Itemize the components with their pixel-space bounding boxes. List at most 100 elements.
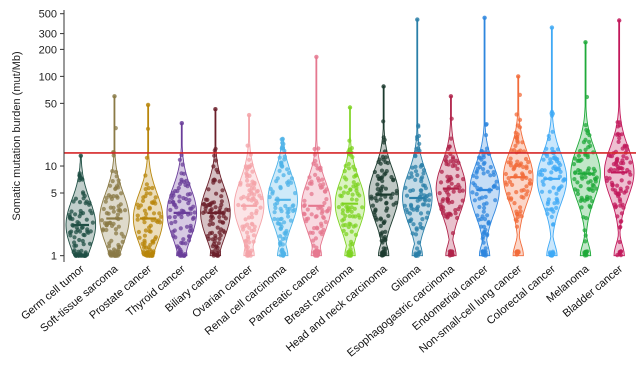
point-12-57 bbox=[486, 220, 491, 226]
point-9-83 bbox=[376, 176, 381, 182]
point-13-13 bbox=[519, 194, 524, 199]
point-13-78 bbox=[515, 159, 520, 164]
point-1-17 bbox=[113, 126, 118, 131]
point-14-64 bbox=[554, 205, 559, 210]
point-2-24 bbox=[142, 220, 147, 225]
point-10-27 bbox=[420, 226, 425, 231]
point-7-25 bbox=[320, 177, 325, 182]
point-16-50 bbox=[618, 253, 624, 258]
point-7-14 bbox=[313, 214, 318, 219]
point-4-66 bbox=[220, 188, 225, 193]
point-15-12 bbox=[571, 162, 577, 167]
point-10-82 bbox=[413, 232, 419, 237]
point-15-10 bbox=[578, 148, 583, 154]
point-13-9 bbox=[514, 190, 519, 195]
point-13-19 bbox=[527, 169, 533, 175]
point-13-51 bbox=[511, 167, 516, 172]
point-11-61 bbox=[446, 192, 451, 197]
point-13-62 bbox=[524, 192, 529, 197]
point-2-51 bbox=[137, 235, 142, 240]
point-14-67 bbox=[556, 187, 561, 192]
point-15-25 bbox=[583, 175, 588, 180]
point-0-57 bbox=[77, 229, 83, 234]
point-0-84 bbox=[67, 214, 72, 219]
point-5-71 bbox=[250, 169, 255, 174]
point-10-40 bbox=[406, 175, 411, 180]
point-8-41 bbox=[353, 173, 358, 178]
point-13-36 bbox=[517, 92, 523, 97]
point-6-40 bbox=[275, 176, 280, 181]
point-11-80 bbox=[445, 174, 450, 179]
point-0-88 bbox=[88, 208, 93, 213]
point-13-68 bbox=[521, 187, 526, 193]
point-9-39 bbox=[389, 175, 394, 180]
point-2-66 bbox=[141, 195, 146, 200]
point-12-44 bbox=[474, 175, 479, 180]
point-8-68 bbox=[354, 197, 359, 202]
point-3-25 bbox=[168, 207, 173, 213]
point-5-81 bbox=[246, 253, 251, 258]
point-8-34 bbox=[349, 229, 354, 234]
point-5-28 bbox=[245, 183, 250, 188]
max-point-4 bbox=[213, 107, 218, 112]
y-tick-label-0: 1 bbox=[51, 251, 57, 263]
point-7-33 bbox=[309, 191, 314, 197]
point-12-56 bbox=[484, 122, 489, 127]
point-13-70 bbox=[512, 148, 517, 153]
point-5-37 bbox=[238, 180, 243, 185]
point-4-75 bbox=[203, 206, 208, 211]
point-1-89 bbox=[107, 251, 112, 256]
point-14-42 bbox=[544, 207, 550, 212]
point-11-89 bbox=[456, 207, 461, 212]
point-0-81 bbox=[74, 225, 79, 230]
point-7-27 bbox=[310, 230, 315, 235]
point-8-45 bbox=[349, 197, 355, 202]
point-1-83 bbox=[111, 153, 116, 158]
point-16-35 bbox=[627, 180, 632, 185]
point-6-43 bbox=[277, 168, 282, 173]
point-14-88 bbox=[538, 169, 543, 174]
point-16-32 bbox=[621, 154, 626, 159]
point-4-73 bbox=[213, 158, 218, 163]
point-2-62 bbox=[159, 214, 164, 219]
point-6-80 bbox=[275, 217, 280, 222]
point-0-51 bbox=[77, 200, 83, 205]
point-5-83 bbox=[247, 157, 252, 162]
point-14-74 bbox=[551, 251, 556, 256]
point-8-69 bbox=[342, 169, 347, 174]
point-16-84 bbox=[615, 131, 621, 136]
point-10-73 bbox=[416, 123, 421, 128]
point-2-60 bbox=[150, 185, 155, 191]
point-5-79 bbox=[252, 186, 257, 191]
point-9-28 bbox=[386, 213, 391, 218]
point-5-67 bbox=[252, 224, 257, 229]
point-13-69 bbox=[506, 196, 511, 201]
point-11-86 bbox=[445, 214, 451, 219]
violin-8 bbox=[334, 107, 366, 257]
point-1-3 bbox=[113, 169, 119, 175]
point-10-42 bbox=[413, 177, 418, 182]
point-3-89 bbox=[182, 253, 187, 258]
point-5-87 bbox=[244, 171, 249, 176]
point-4-22 bbox=[211, 164, 216, 169]
point-1-65 bbox=[108, 183, 113, 188]
point-3-61 bbox=[169, 221, 174, 226]
point-16-71 bbox=[612, 202, 617, 207]
point-9-4 bbox=[383, 186, 388, 191]
point-5-64 bbox=[254, 211, 259, 216]
point-16-43 bbox=[624, 156, 629, 161]
point-10-63 bbox=[409, 217, 414, 222]
point-5-32 bbox=[248, 183, 253, 188]
point-6-87 bbox=[281, 251, 286, 256]
point-8-42 bbox=[347, 138, 352, 143]
point-12-70 bbox=[471, 173, 476, 178]
point-9-35 bbox=[370, 203, 375, 208]
y-tick-label-1: 5 bbox=[51, 188, 57, 200]
max-point-15 bbox=[583, 40, 588, 45]
point-2-37 bbox=[147, 247, 152, 252]
point-16-6 bbox=[608, 167, 614, 172]
point-9-74 bbox=[380, 178, 385, 184]
point-13-22 bbox=[521, 164, 526, 170]
point-13-16 bbox=[506, 191, 511, 196]
point-15-88 bbox=[585, 249, 590, 254]
